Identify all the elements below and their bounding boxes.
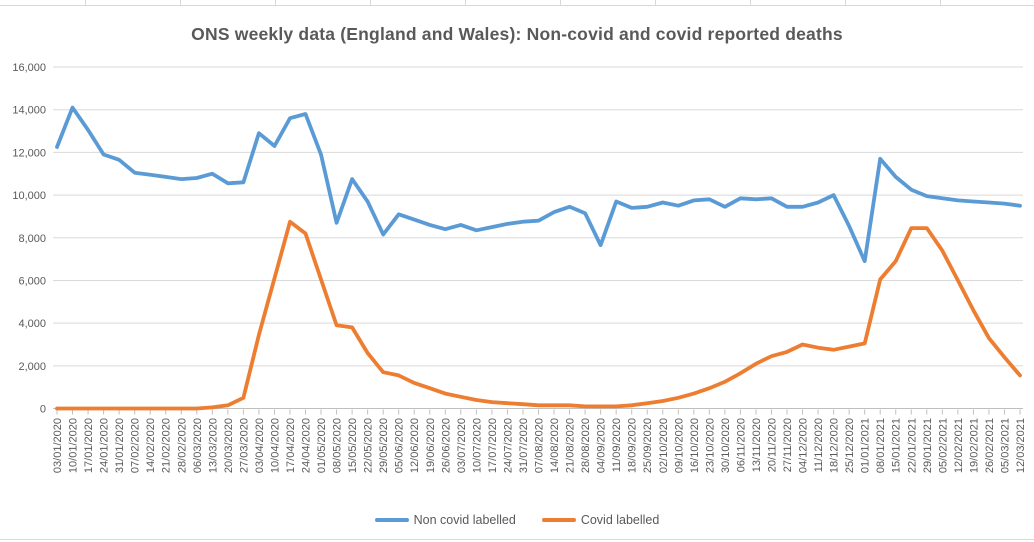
x-axis-tick-label: 05/06/2020 (394, 418, 406, 473)
x-axis-tick-label: 17/04/2020 (285, 418, 297, 473)
x-axis-tick-label: 20/11/2020 (766, 418, 778, 472)
x-axis-tick-label: 13/03/2020 (207, 418, 219, 473)
spreadsheet-row-border-bottom (0, 539, 1034, 540)
y-axis-tick-label: 4,000 (18, 318, 46, 330)
x-axis-tick-label: 18/12/2020 (829, 418, 841, 473)
x-axis-tick-label: 12/06/2020 (409, 418, 421, 473)
x-axis-tick-label: 17/01/2020 (83, 418, 95, 473)
chart-title: ONS weekly data (England and Wales): Non… (191, 24, 843, 44)
x-axis-tick-label: 11/09/2020 (611, 418, 623, 472)
x-axis-tick-label: 01/01/2021 (860, 418, 872, 473)
x-axis-tick-label: 25/09/2020 (642, 418, 654, 473)
series-line-non-covid-labelled[interactable] (55, 105, 1022, 264)
x-axis-tick-label: 10/04/2020 (269, 418, 281, 473)
x-axis-tick-label: 31/01/2020 (114, 418, 126, 473)
x-axis-tick-label: 22/05/2020 (363, 418, 375, 473)
legend-swatch-non-covid-line (374, 518, 409, 522)
x-axis-tick-label: 06/03/2020 (192, 418, 204, 473)
legend-label: Non covid labelled (413, 513, 516, 527)
y-axis-tick-label: 8,000 (18, 233, 46, 245)
legend-swatch-covid-line (541, 518, 576, 522)
x-axis-tick-label: 15/01/2021 (891, 418, 903, 473)
x-axis-tick-label: 19/02/2021 (968, 418, 980, 473)
x-axis-tick-label: 11/12/2020 (813, 418, 825, 472)
x-axis-tick-label: 06/11/2020 (735, 418, 747, 472)
x-axis-tick-label: 07/02/2020 (130, 418, 142, 473)
x-axis-tick-label: 26/06/2020 (440, 418, 452, 473)
y-axis-tick-label: 16,000 (12, 62, 46, 74)
spreadsheet-cell-borders (0, 0, 1034, 6)
x-axis-tick-label: 03/04/2020 (254, 418, 266, 473)
x-axis-tick-label: 20/03/2020 (223, 418, 235, 473)
x-axis-tick-label: 29/05/2020 (378, 418, 390, 473)
x-axis-tick-label: 25/12/2020 (844, 418, 856, 473)
y-axis-tick-label: 14,000 (12, 105, 46, 117)
x-axis-tick-label: 23/10/2020 (704, 418, 716, 473)
chart-legend: Non covid labelled Covid labelled (0, 509, 1034, 531)
x-axis-tick-label: 17/07/2020 (487, 418, 499, 473)
y-axis-tick-label: 10,000 (12, 190, 46, 202)
x-axis-tick-label: 28/08/2020 (580, 418, 592, 473)
x-axis-tick-label: 21/02/2020 (161, 418, 173, 473)
y-axis-tick-label: 2,000 (18, 361, 46, 373)
x-axis-tick-label: 08/01/2021 (875, 418, 887, 473)
x-axis-tick-label: 05/02/2021 (937, 418, 949, 473)
legend-item-non-covid[interactable]: Non covid labelled (374, 513, 516, 527)
x-axis-tick-label: 18/09/2020 (627, 418, 639, 473)
x-axis-tick-label: 10/01/2020 (68, 418, 80, 473)
x-axis-tick-label: 14/08/2020 (549, 418, 561, 473)
x-axis-tick-label: 08/05/2020 (332, 418, 344, 473)
x-axis-tick-label: 01/05/2020 (316, 418, 328, 473)
x-axis-tick-label: 24/01/2020 (99, 418, 111, 473)
x-axis-tick-label: 24/04/2020 (301, 418, 313, 473)
x-axis-tick-label: 19/06/2020 (425, 418, 437, 473)
x-axis-tick-label: 12/02/2021 (953, 418, 965, 473)
x-axis-tick-label: 15/05/2020 (347, 418, 359, 473)
x-axis-tick-label: 22/01/2021 (906, 418, 918, 473)
x-axis-tick-label: 27/03/2020 (238, 418, 250, 473)
legend-label: Covid labelled (580, 513, 660, 527)
x-axis-tick-label: 04/12/2020 (798, 418, 810, 473)
x-axis-tick-label: 16/10/2020 (689, 418, 701, 473)
x-axis-tick-label: 13/11/2020 (751, 418, 763, 472)
y-axis-tick-label: 12,000 (12, 147, 46, 159)
x-axis-tick-label: 03/07/2020 (456, 418, 468, 473)
x-axis-tick-label: 30/10/2020 (720, 418, 732, 473)
x-axis-tick-label: 04/09/2020 (596, 418, 608, 473)
x-axis-tick-label: 12/03/2021 (1015, 418, 1027, 473)
x-axis-tick-label: 31/07/2020 (518, 418, 530, 473)
x-axis-tick-label: 09/10/2020 (673, 418, 685, 473)
series-line-covid-labelled[interactable] (55, 219, 1022, 411)
x-axis-tick-label: 14/02/2020 (145, 418, 157, 473)
y-axis-tick-label: 6,000 (18, 275, 46, 287)
x-axis-tick-label: 05/03/2021 (999, 418, 1011, 473)
x-axis-tick-label: 07/08/2020 (534, 418, 546, 473)
x-axis-tick-label: 02/10/2020 (658, 418, 670, 473)
y-axis-tick-label: 0 (40, 404, 46, 416)
x-axis-tick-label: 24/07/2020 (502, 418, 514, 473)
x-axis-tick-label: 29/01/2021 (922, 418, 934, 473)
x-axis-tick-label: 21/08/2020 (565, 418, 577, 473)
legend-item-covid[interactable]: Covid labelled (541, 513, 660, 527)
x-axis-tick-label: 03/01/2020 (52, 418, 64, 473)
x-axis-tick-label: 27/11/2020 (782, 418, 794, 472)
x-axis-tick-label: 26/02/2021 (984, 418, 996, 473)
x-axis-tick-label: 28/02/2020 (176, 418, 188, 473)
x-axis-tick-label: 10/07/2020 (471, 418, 483, 473)
